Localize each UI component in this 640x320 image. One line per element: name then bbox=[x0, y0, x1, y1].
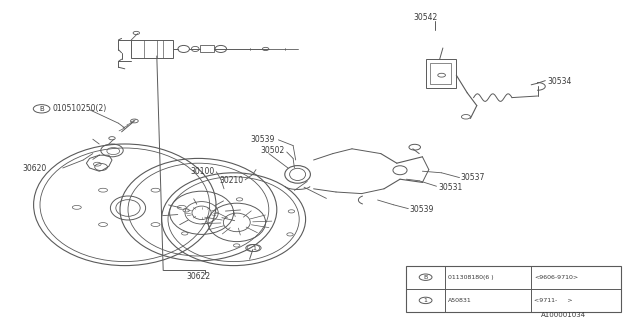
Text: A100001034: A100001034 bbox=[541, 312, 586, 318]
Text: 1: 1 bbox=[424, 298, 428, 303]
Text: 30622: 30622 bbox=[186, 272, 211, 281]
Bar bbox=[406, 266, 621, 312]
Text: 30534: 30534 bbox=[547, 77, 572, 86]
Bar bbox=[430, 63, 451, 84]
Text: 30100: 30100 bbox=[190, 167, 214, 176]
Text: 30531: 30531 bbox=[438, 183, 463, 192]
Text: 30537: 30537 bbox=[461, 173, 485, 182]
Bar bbox=[200, 45, 214, 52]
Text: 30502: 30502 bbox=[260, 146, 285, 155]
Text: A50831: A50831 bbox=[448, 298, 472, 303]
Text: 30539: 30539 bbox=[410, 205, 434, 214]
Text: <9711-     >: <9711- > bbox=[534, 298, 573, 303]
Text: 011308180(6 ): 011308180(6 ) bbox=[448, 275, 493, 280]
Text: 1: 1 bbox=[252, 245, 256, 251]
Text: 30539: 30539 bbox=[251, 135, 275, 144]
Text: B: B bbox=[424, 275, 428, 280]
Bar bbox=[131, 40, 173, 58]
Text: 30620: 30620 bbox=[22, 164, 47, 172]
Text: 30210: 30210 bbox=[219, 176, 243, 185]
Text: 010510250(2): 010510250(2) bbox=[52, 104, 107, 113]
Text: <9606-9710>: <9606-9710> bbox=[534, 275, 579, 280]
Text: B: B bbox=[39, 106, 44, 112]
Bar bbox=[426, 59, 456, 88]
Text: 30542: 30542 bbox=[413, 13, 438, 22]
